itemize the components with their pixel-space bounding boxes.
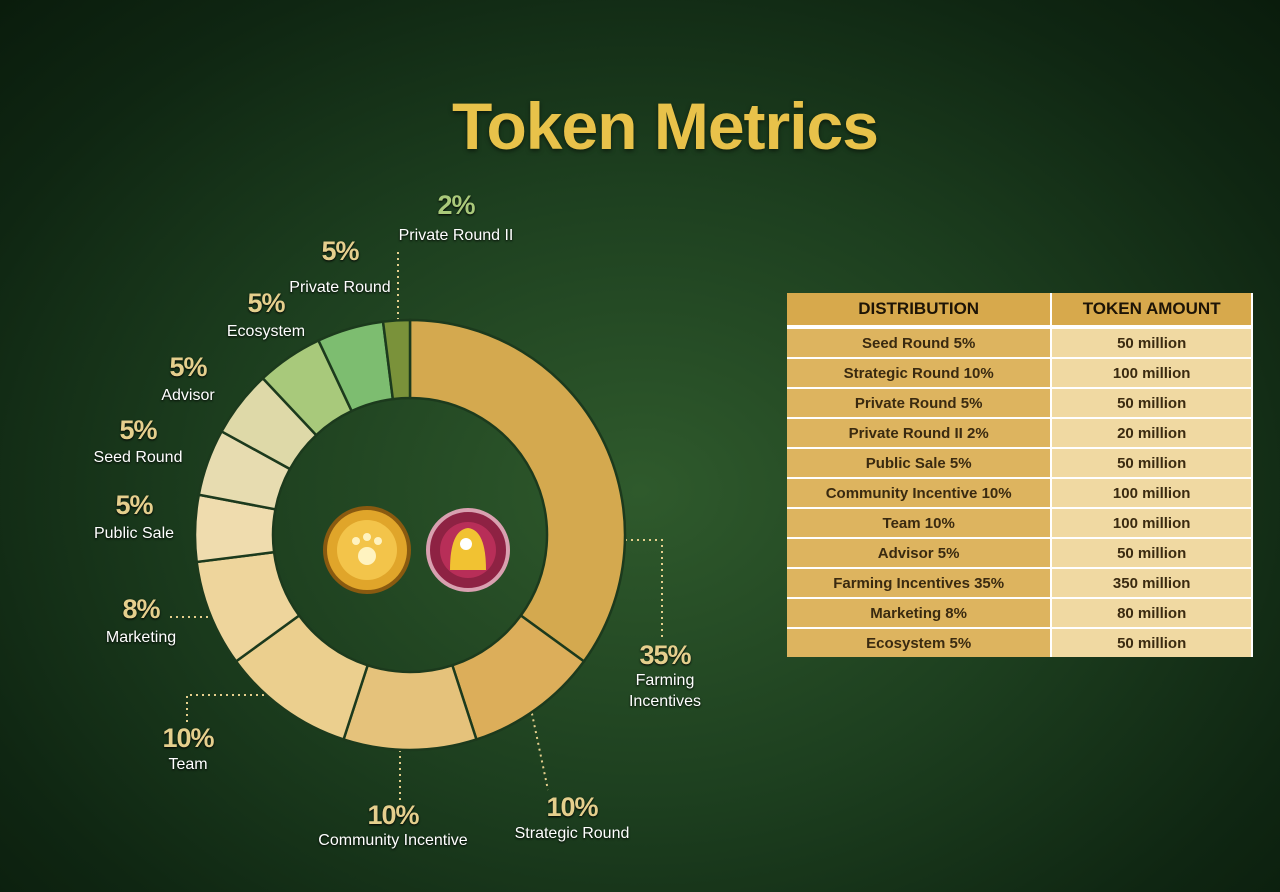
table-row: Private Round 5% 50 million: [787, 387, 1253, 418]
slice: [408, 318, 627, 664]
value-label: 5%: [115, 490, 153, 520]
category-label: Strategic Round: [514, 825, 630, 842]
token-amount: 50 million: [1051, 537, 1253, 568]
table-row: Public Sale 5% 50 million: [787, 447, 1253, 478]
distribution: Private Round 5%: [787, 387, 1053, 418]
category-label: Public Sale: [93, 525, 175, 542]
token-amount: 20 million: [1051, 417, 1253, 448]
token-amount: 100 million: [1051, 507, 1253, 538]
distribution: Team 10%: [787, 507, 1053, 538]
chart-title: Token Metrics: [452, 89, 879, 163]
category-label: Farming Incentives: [628, 672, 702, 710]
value-label: 5%: [247, 288, 285, 318]
table-row: Seed Round 5% 50 million: [787, 326, 1253, 358]
distribution: Seed Round 5%: [787, 326, 1053, 358]
value-label: 2%: [437, 190, 475, 220]
table-row: Strategic Round 10% 100 million: [787, 357, 1253, 388]
table-row: Team 10% 100 million: [787, 507, 1253, 538]
value-label: 35%: [639, 640, 691, 670]
token-amount: 50 million: [1051, 387, 1253, 418]
value-label: 5%: [119, 415, 157, 445]
value-label: 10%: [367, 800, 419, 830]
token-amount: 50 million: [1051, 447, 1253, 478]
header-cell: DISTRIBUTION: [787, 293, 1053, 329]
token-amount: 100 million: [1051, 357, 1253, 388]
table-row: Marketing 8% 80 million: [787, 597, 1253, 628]
distribution: Farming Incentives 35%: [787, 567, 1053, 598]
token-amount: 50 million: [1051, 326, 1253, 358]
leader-line: [625, 539, 663, 640]
token-amount: 100 million: [1051, 477, 1253, 508]
category-label: Community Incentive: [318, 832, 468, 849]
value-label: 8%: [122, 594, 160, 624]
category-label: Private Round II: [398, 227, 514, 244]
coin-icons: [323, 506, 510, 594]
distribution: Ecosystem 5%: [787, 627, 1053, 657]
monster-eye: [460, 538, 472, 550]
table-header: DISTRIBUTION TOKEN AMOUNT: [787, 293, 1253, 329]
slice: [381, 318, 412, 401]
distribution: Community Incentive 10%: [787, 477, 1053, 508]
distribution-table: DISTRIBUTION TOKEN AMOUNT Seed Round 5% 5…: [787, 293, 1253, 657]
category-label: Ecosystem: [226, 323, 306, 340]
table-row: Community Incentive 10% 100 million: [787, 477, 1253, 508]
paw: [374, 537, 382, 545]
category-label: Advisor: [161, 387, 215, 404]
paw: [358, 547, 376, 565]
value-label: 5%: [321, 236, 359, 266]
leader-line: [526, 689, 549, 791]
table-body: Seed Round 5% 50 million Strategic Round 1…: [787, 326, 1253, 657]
category-label: Team: [168, 756, 208, 773]
category-label: Private Round: [289, 279, 391, 296]
distribution: Marketing 8%: [787, 597, 1053, 628]
table-row: Ecosystem 5% 50 million: [787, 627, 1253, 657]
distribution: Strategic Round 10%: [787, 357, 1053, 388]
table-row: Farming Incentives 35% 350 million: [787, 567, 1253, 598]
leader-lines: [170, 250, 663, 800]
paw: [363, 533, 371, 541]
category-label: Marketing: [105, 629, 177, 646]
donut: [193, 318, 627, 752]
header-cell: TOKEN AMOUNT: [1051, 293, 1253, 329]
value-label: 10%: [546, 792, 598, 822]
token-amount: 50 million: [1051, 627, 1253, 657]
paw: [352, 537, 360, 545]
distribution: Advisor 5%: [787, 537, 1053, 568]
distribution: Private Round II 2%: [787, 417, 1053, 448]
distribution: Public Sale 5%: [787, 447, 1053, 478]
value-label: 10%: [162, 723, 214, 753]
token-amount: 350 million: [1051, 567, 1253, 598]
token-amount: 80 million: [1051, 597, 1253, 628]
table-row: Advisor 5% 50 million: [787, 537, 1253, 568]
category-label: Seed Round: [93, 449, 183, 466]
table-row: Private Round II 2% 20 million: [787, 417, 1253, 448]
value-label: 5%: [169, 352, 207, 382]
leader-line: [186, 694, 270, 725]
